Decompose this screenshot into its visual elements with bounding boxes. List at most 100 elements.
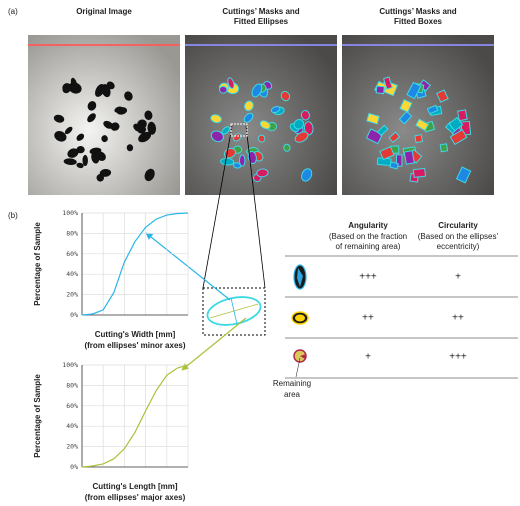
x-axis-sublabel: (from ellipses' major axes) bbox=[85, 493, 186, 502]
pointer bbox=[295, 357, 301, 378]
cutting bbox=[270, 106, 281, 114]
cutting bbox=[232, 162, 242, 169]
cell: + bbox=[455, 272, 461, 283]
cutting bbox=[436, 89, 449, 103]
zoom-line bbox=[245, 125, 266, 289]
cutting bbox=[280, 90, 291, 102]
laser-line bbox=[342, 44, 494, 46]
cutting bbox=[303, 121, 314, 136]
y-tick-label: 40% bbox=[66, 270, 78, 278]
header-sub: (Based on the fraction bbox=[329, 232, 407, 241]
cell: ++ bbox=[452, 313, 464, 324]
cutting bbox=[220, 157, 235, 166]
x-axis-label: Cutting's Length [mm] bbox=[93, 482, 178, 491]
y-tick-label: 100% bbox=[62, 209, 78, 217]
header: Angularity bbox=[348, 221, 388, 230]
cutting bbox=[126, 144, 134, 152]
header-sub: eccentricity) bbox=[437, 242, 480, 251]
cutting bbox=[91, 151, 100, 164]
icon bbox=[295, 314, 305, 322]
cutting bbox=[137, 119, 147, 129]
cutting bbox=[144, 168, 155, 182]
y-tick-label: 40% bbox=[66, 422, 78, 430]
panel-label: (b) bbox=[8, 211, 18, 220]
cutting bbox=[87, 101, 97, 111]
cutting bbox=[448, 116, 464, 132]
y-tick-label: 20% bbox=[66, 443, 78, 451]
cutting bbox=[388, 131, 401, 144]
image-title: Cuttings’ Masks and bbox=[222, 7, 299, 16]
cutting bbox=[87, 113, 96, 123]
cutting bbox=[210, 114, 222, 124]
cutting bbox=[218, 85, 228, 94]
y-tick-label: 100% bbox=[62, 361, 78, 369]
table: Angularity (Based on the fraction of rem… bbox=[273, 221, 518, 399]
cutting bbox=[63, 158, 77, 166]
photo bbox=[185, 35, 337, 195]
cutting bbox=[238, 154, 246, 167]
cutting bbox=[114, 106, 123, 113]
cutting bbox=[457, 109, 468, 122]
cutting bbox=[103, 120, 114, 129]
cell: + bbox=[365, 352, 371, 363]
cutting bbox=[366, 112, 380, 125]
x-axis-sublabel: (from ellipses' minor axes) bbox=[84, 341, 185, 350]
cutting bbox=[221, 126, 230, 135]
annotation: Remaining bbox=[273, 379, 311, 388]
cutting bbox=[414, 134, 423, 144]
zoom-source bbox=[230, 123, 248, 137]
y-tick-label: 0% bbox=[70, 463, 78, 471]
cutting bbox=[67, 148, 79, 158]
panel-label: (a) bbox=[8, 7, 18, 16]
cutting bbox=[256, 168, 269, 178]
y-tick-label: 20% bbox=[66, 291, 78, 299]
cutting bbox=[455, 166, 472, 184]
laser-line bbox=[185, 44, 337, 46]
cutting bbox=[144, 110, 153, 120]
cutting bbox=[76, 162, 84, 169]
cutting bbox=[233, 133, 242, 142]
cutting bbox=[415, 118, 430, 132]
cutting bbox=[76, 133, 85, 141]
photos bbox=[28, 35, 494, 195]
cutting bbox=[294, 131, 309, 143]
image-title: Fitted Ellipses bbox=[234, 17, 289, 26]
photo bbox=[342, 35, 494, 195]
cutting bbox=[99, 169, 112, 177]
cutting bbox=[244, 100, 254, 112]
image-title: Fitted Boxes bbox=[394, 17, 443, 26]
header-sub: (Based on the ellipses’ bbox=[418, 232, 499, 241]
cutting bbox=[283, 143, 291, 152]
zoom-line bbox=[202, 125, 233, 289]
laser-line bbox=[28, 44, 180, 46]
cutting bbox=[62, 86, 70, 94]
cutting bbox=[243, 112, 254, 123]
cutting bbox=[412, 167, 427, 178]
x-axis-label: Cutting's Width [mm] bbox=[95, 330, 176, 339]
cutting bbox=[82, 154, 88, 167]
image-title: Cuttings’ Masks and bbox=[379, 7, 456, 16]
cutting bbox=[110, 122, 120, 131]
cutting bbox=[389, 161, 399, 170]
cutting bbox=[300, 110, 310, 121]
y-tick-label: 80% bbox=[66, 229, 78, 237]
annotation: area bbox=[284, 390, 301, 399]
arrow bbox=[181, 317, 247, 371]
image-title: Original Image bbox=[76, 7, 132, 16]
cutting bbox=[293, 118, 305, 130]
cell: +++ bbox=[449, 352, 467, 363]
y-tick-label: 60% bbox=[66, 402, 78, 410]
cutting bbox=[379, 146, 395, 161]
photo bbox=[28, 35, 180, 195]
cutting bbox=[375, 85, 385, 95]
cutting bbox=[439, 143, 449, 153]
cutting bbox=[376, 124, 389, 137]
cutting bbox=[210, 130, 224, 143]
cutting bbox=[53, 114, 65, 123]
cell: ++ bbox=[362, 313, 374, 324]
cutting bbox=[124, 91, 133, 101]
cutting bbox=[259, 120, 271, 130]
cell: +++ bbox=[359, 272, 377, 283]
cutting bbox=[70, 77, 78, 89]
